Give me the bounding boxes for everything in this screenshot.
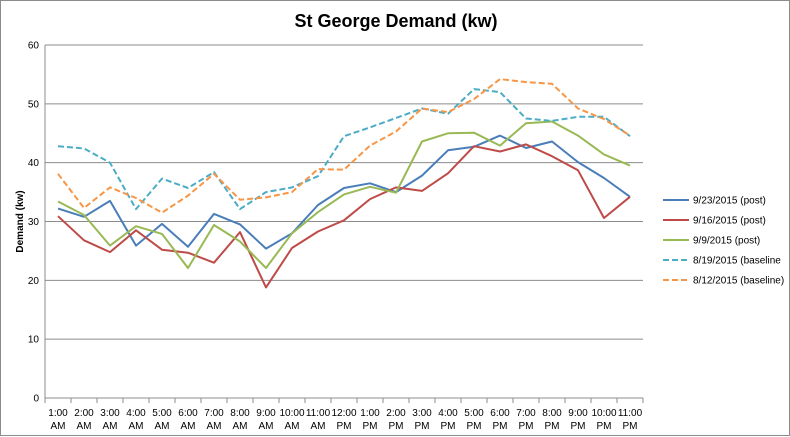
x-tick-label: PM [441,421,456,432]
x-tick-label: 8:00 [542,408,562,419]
x-tick-label: PM [597,421,612,432]
x-tick-label: AM [77,421,92,432]
x-tick-label: AM [129,421,144,432]
y-tick-label: 60 [28,41,40,52]
x-tick-label: PM [415,421,430,432]
series-line-5 [57,78,631,214]
legend-label: 9/9/2015 (post) [693,236,760,247]
x-tick-label: PM [493,421,508,432]
y-tick-label: 30 [28,217,40,228]
x-tick-label: AM [259,421,274,432]
x-tick-label: AM [51,421,66,432]
x-tick-label: 9:00 [568,408,588,419]
x-tick-label: 7:00 [204,408,224,419]
legend-label: 8/19/2015 (baseline [693,256,781,267]
x-tick-label: PM [519,421,534,432]
x-tick-label: AM [207,421,222,432]
x-tick-label: 3:00 [412,408,432,419]
y-tick-label: 10 [28,335,40,346]
x-tick-label: 8:00 [230,408,250,419]
x-tick-label: AM [233,421,248,432]
x-tick-label: 4:00 [438,408,458,419]
y-tick-label: 40 [28,158,40,169]
x-tick-label: 11:00 [618,408,643,419]
x-tick-label: 1:00 [48,408,68,419]
legend-label: 8/12/2015 (baseline) [693,276,784,287]
y-axis-label: Demand (kw) [15,190,26,252]
x-tick-label: PM [623,421,638,432]
x-tick-label: AM [181,421,196,432]
x-tick-label: 1:00 [360,408,380,419]
x-tick-label: 7:00 [516,408,536,419]
x-tick-label: PM [363,421,378,432]
x-tick-label: 10:00 [279,408,304,419]
x-tick-label: PM [571,421,586,432]
y-tick-label: 50 [28,99,40,110]
series-line-2 [57,143,631,289]
legend-label: 9/23/2015 (post) [693,196,766,207]
chart-title: St George Demand (kw) [294,11,498,31]
x-tick-label: 11:00 [306,408,331,419]
series-line-4 [57,88,631,211]
y-tick-label: 0 [33,394,39,405]
x-tick-label: AM [103,421,118,432]
x-tick-label: 5:00 [152,408,172,419]
x-tick-label: 3:00 [100,408,120,419]
x-tick-label: 6:00 [178,408,198,419]
x-tick-label: 2:00 [74,408,94,419]
x-tick-label: PM [467,421,482,432]
legend-label: 9/16/2015 (post) [693,216,766,227]
y-tick-label: 20 [28,276,40,287]
x-tick-label: PM [337,421,352,432]
x-tick-label: AM [155,421,170,432]
x-tick-label: PM [389,421,404,432]
x-tick-label: 10:00 [591,408,616,419]
x-tick-label: AM [311,421,326,432]
x-tick-label: 12:00 [331,408,356,419]
x-tick-label: AM [285,421,300,432]
x-tick-label: 5:00 [464,408,484,419]
x-tick-label: PM [545,421,560,432]
x-tick-label: 2:00 [386,408,406,419]
series-line-3 [57,120,631,269]
x-tick-label: 4:00 [126,408,146,419]
x-tick-label: 6:00 [490,408,510,419]
x-tick-label: 9:00 [256,408,276,419]
